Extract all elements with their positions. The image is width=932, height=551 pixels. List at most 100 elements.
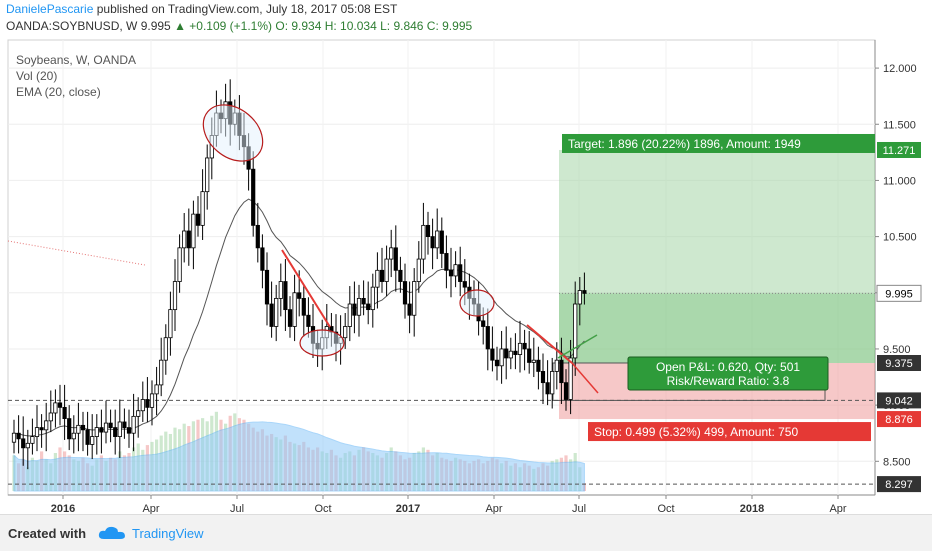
candle-body	[264, 269, 270, 305]
candle-body	[113, 427, 118, 437]
candle-body	[494, 359, 500, 367]
y-tick-label: 12.000	[883, 63, 917, 75]
x-tick-label: 2018	[740, 503, 764, 514]
candle-body	[458, 264, 463, 282]
candle-body	[62, 406, 67, 420]
price-axis-label-box	[876, 284, 922, 302]
stop-label-box	[588, 422, 871, 442]
candle-body	[347, 303, 352, 327]
candle-body	[582, 290, 587, 294]
candle-body	[343, 326, 348, 339]
x-tick-label: Jul	[572, 503, 586, 514]
candle-body	[191, 213, 196, 249]
candle-body	[425, 224, 431, 238]
candle-body	[398, 269, 403, 282]
candle-body	[44, 420, 49, 431]
candle-body	[453, 264, 458, 277]
price-axis-label-box	[877, 141, 921, 158]
candle-body	[269, 303, 274, 327]
legend-ema[interactable]: EMA (20, close)	[16, 85, 101, 99]
dotted-trendline	[7, 240, 146, 266]
symbol: OANDA:SOYBNUSD, W	[6, 19, 138, 33]
candle-body	[85, 429, 90, 445]
candle-body	[168, 309, 173, 339]
y-tick-label: 11.500	[883, 119, 916, 131]
candle-body	[274, 297, 279, 327]
candle-body	[283, 281, 288, 311]
candle-body	[531, 359, 536, 363]
candle-body	[504, 348, 509, 359]
price-axis-label-box	[877, 411, 921, 428]
candle-body	[407, 303, 412, 316]
candle-body	[412, 281, 417, 316]
candle-body	[117, 421, 122, 437]
candle-body	[430, 236, 435, 249]
candle-body	[136, 410, 141, 417]
last-price: 9.995	[140, 19, 171, 33]
candle-body	[108, 422, 113, 428]
candle-body	[306, 314, 311, 327]
candle-body	[370, 286, 375, 311]
price-axis-label-box	[877, 392, 921, 409]
candle-body	[550, 371, 555, 395]
candle-body	[251, 168, 256, 226]
open-pnl-zone	[559, 293, 875, 363]
created-with-label: Created with	[8, 526, 87, 541]
x-tick-label: Jul	[230, 503, 244, 514]
x-tick-label: Oct	[657, 503, 674, 514]
footer-bar: Created with TradingView	[0, 514, 932, 551]
candle-body	[53, 402, 58, 414]
highlight-ellipse-1	[202, 104, 264, 162]
candle-body	[172, 281, 178, 311]
candle-body	[34, 427, 40, 437]
candle-body	[16, 432, 21, 440]
candle-body	[366, 303, 371, 311]
candle-body	[375, 269, 380, 288]
x-tick-label: Apr	[142, 503, 159, 514]
candle-body	[39, 427, 44, 431]
red-trendline-2	[526, 324, 573, 364]
candle-body	[379, 269, 385, 282]
candle-body	[490, 348, 495, 361]
candle-body	[57, 402, 63, 408]
candle-body	[200, 191, 205, 226]
candle-body	[352, 303, 357, 316]
x-tick-label: Apr	[485, 503, 502, 514]
price-axis-label: 9.042	[885, 395, 913, 407]
price-axis-label: 11.271	[883, 145, 916, 157]
tradingview-link[interactable]: TradingView	[132, 526, 204, 541]
candle-body	[71, 432, 76, 440]
candle-body	[154, 384, 159, 395]
candle-body	[361, 297, 366, 305]
candle-body	[260, 247, 265, 271]
candle-body	[48, 412, 53, 422]
candle-body	[536, 359, 541, 372]
price-axis-label: 9.995	[885, 288, 913, 300]
price-axis-label: 9.375	[885, 358, 913, 370]
candle-body	[80, 424, 86, 431]
candle-body	[508, 350, 513, 359]
legend-volume[interactable]: Vol (20)	[16, 69, 58, 83]
author-link[interactable]: DanielePascarie	[6, 2, 94, 16]
candle-body	[76, 424, 81, 434]
ohlc-values: O: 9.934 H: 10.034 L: 9.846 C: 9.995	[275, 19, 473, 33]
candle-body	[195, 213, 201, 226]
price-axis-label: 8.297	[885, 479, 913, 491]
candle-body	[393, 247, 398, 271]
publish-line: DanielePascarie published on TradingView…	[6, 2, 397, 16]
price-axis-label-box	[877, 354, 921, 371]
tradingview-cloud-icon	[98, 526, 125, 539]
symbol-line: OANDA:SOYBNUSD, W 9.995 ▲ +0.109 (+1.1%)…	[6, 19, 472, 33]
candle-body	[163, 337, 168, 361]
candle-body	[421, 224, 426, 260]
candle-body	[159, 359, 164, 386]
candle-body	[122, 421, 127, 428]
legend-series[interactable]: Soybeans, W, OANDA	[16, 53, 137, 67]
candle-body	[278, 281, 283, 299]
price-chart[interactable]: 12.00011.50011.00010.50010.0009.5009.000…	[0, 0, 932, 514]
candle-body	[356, 297, 362, 316]
candle-body	[389, 247, 394, 260]
pnl-box	[627, 356, 829, 391]
candle-body	[481, 320, 486, 327]
candle-body	[140, 399, 145, 412]
